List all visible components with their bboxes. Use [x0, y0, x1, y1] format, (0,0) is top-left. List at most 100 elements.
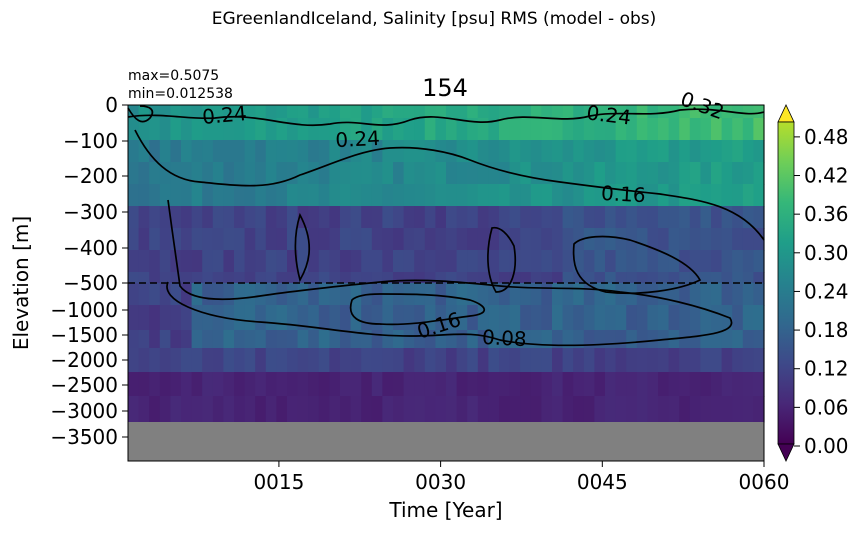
- heatmap-cell: [414, 250, 426, 273]
- heatmap-cell: [255, 105, 267, 119]
- heatmap-cell: [138, 283, 150, 306]
- heatmap-cell: [276, 162, 288, 185]
- heatmap-cell: [499, 140, 511, 163]
- heatmap-cell: [340, 228, 352, 251]
- heatmap-cell: [605, 250, 617, 273]
- heatmap-cell: [350, 105, 362, 119]
- heatmap-cell: [658, 283, 670, 306]
- heatmap-cell: [361, 206, 373, 229]
- heatmap-cell: [234, 206, 246, 229]
- heatmap-cell: [562, 184, 574, 207]
- heatmap-cell: [202, 330, 214, 349]
- heatmap-cell: [658, 348, 670, 373]
- heatmap-cell: [679, 162, 691, 185]
- heatmap-cell: [265, 184, 277, 207]
- heatmap-cell: [414, 372, 426, 397]
- heatmap-cell: [499, 305, 511, 331]
- heatmap-cell: [711, 184, 723, 207]
- heatmap-cell: [711, 396, 723, 423]
- heatmap-cell: [552, 206, 564, 229]
- heatmap-area: [128, 105, 765, 461]
- heatmap-cell: [626, 118, 638, 141]
- contour-line: [294, 212, 311, 283]
- heatmap-cell: [605, 206, 617, 229]
- heatmap-cell: [605, 184, 617, 207]
- heatmap-cell: [329, 372, 341, 397]
- heatmap-cell: [753, 272, 765, 284]
- heatmap-cell: [361, 162, 373, 185]
- heatmap-cell: [711, 105, 723, 119]
- heatmap-cell: [583, 250, 595, 273]
- heatmap-cell: [181, 396, 193, 423]
- heatmap-cell: [361, 396, 373, 423]
- heatmap-cell: [181, 105, 193, 119]
- heatmap-cell: [159, 396, 171, 423]
- heatmap-cell: [393, 372, 405, 397]
- heatmap-cell: [509, 396, 521, 423]
- heatmap-cell: [265, 162, 277, 185]
- heatmap-cell: [509, 372, 521, 397]
- heatmap-cell: [424, 184, 436, 207]
- heatmap-cell: [191, 140, 203, 163]
- heatmap-cell: [520, 105, 532, 119]
- heatmap-cell: [181, 184, 193, 207]
- heatmap-cell: [636, 348, 648, 373]
- heatmap-cell: [371, 105, 383, 119]
- heatmap-cell: [181, 330, 193, 349]
- heatmap-cell: [371, 396, 383, 423]
- heatmap-cell: [562, 118, 574, 141]
- heatmap-cell: [149, 348, 161, 373]
- heatmap-cell: [244, 348, 256, 373]
- heatmap-cell: [520, 283, 532, 306]
- heatmap-cell: [552, 118, 564, 141]
- heatmap-cell: [234, 250, 246, 273]
- heatmap-cell: [318, 330, 330, 349]
- heatmap-cell: [499, 372, 511, 397]
- heatmap-cell: [499, 118, 511, 141]
- contour-lines: [127, 105, 765, 347]
- heatmap-cell: [689, 250, 701, 273]
- heatmap-cell: [244, 396, 256, 423]
- heatmap-cell: [626, 184, 638, 207]
- heatmap-cell: [509, 283, 521, 306]
- heatmap-cell: [276, 206, 288, 229]
- heatmap-cell: [340, 206, 352, 229]
- heatmap-cell: [318, 250, 330, 273]
- heatmap-cell: [276, 283, 288, 306]
- heatmap-cell: [212, 228, 224, 251]
- heatmap-cell: [541, 228, 553, 251]
- heatmap-cell: [573, 250, 585, 273]
- heatmap-cell: [297, 184, 309, 207]
- heatmap-cell: [223, 228, 235, 251]
- heatmap-cell: [223, 348, 235, 373]
- heatmap-cell: [318, 348, 330, 373]
- heatmap-cell: [530, 283, 542, 306]
- heatmap-cell: [170, 272, 182, 284]
- heatmap-cell: [583, 272, 595, 284]
- heatmap-cell: [181, 140, 193, 163]
- heatmap-cell: [689, 228, 701, 251]
- heatmap-cell: [361, 250, 373, 273]
- heatmap-cell: [732, 396, 744, 423]
- heatmap-cell: [605, 372, 617, 397]
- colorbar-tick-label: 0.06: [804, 395, 849, 419]
- heatmap-cell: [128, 140, 140, 163]
- heatmap-cell: [371, 184, 383, 207]
- heatmap-cell: [181, 206, 193, 229]
- heatmap-cell: [340, 348, 352, 373]
- heatmap-cell: [562, 272, 574, 284]
- heatmap-cell: [191, 206, 203, 229]
- heatmap-cell: [403, 140, 415, 163]
- heatmap-cell: [128, 372, 140, 397]
- heatmap-cell: [658, 250, 670, 273]
- heatmap-cell: [679, 184, 691, 207]
- heatmap-cell: [647, 162, 659, 185]
- heatmap-cell: [446, 348, 458, 373]
- heatmap-cell: [721, 228, 733, 251]
- heatmap-cell: [297, 206, 309, 229]
- heatmap-cell: [626, 348, 638, 373]
- heatmap-cell: [371, 272, 383, 284]
- heatmap-cell: [255, 250, 267, 273]
- heatmap-cell: [636, 228, 648, 251]
- heatmap-cell: [509, 330, 521, 349]
